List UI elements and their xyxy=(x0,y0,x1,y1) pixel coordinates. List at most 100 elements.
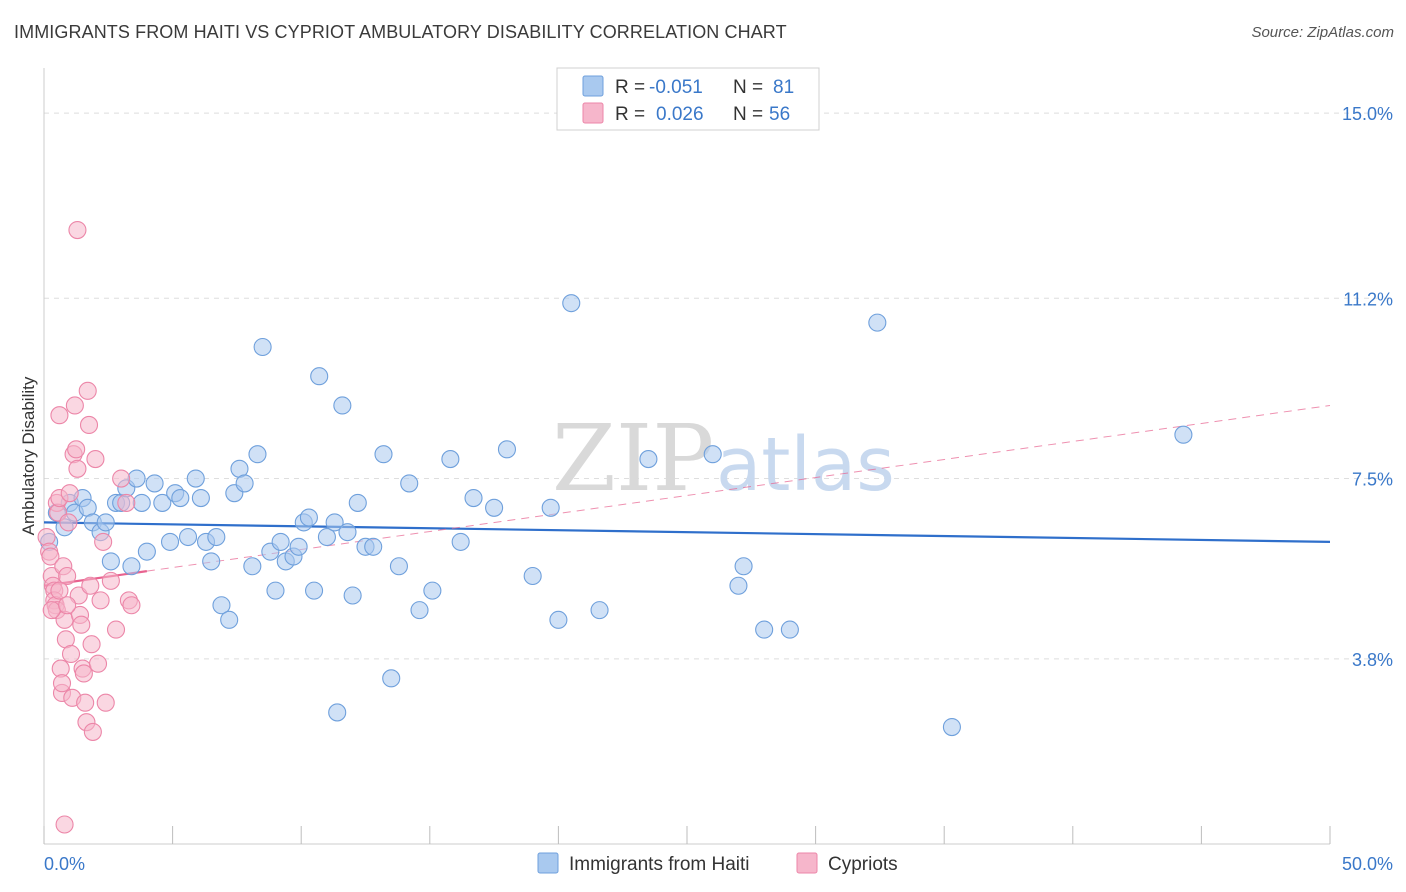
cypriot-point xyxy=(52,674,72,693)
gridlines xyxy=(44,112,1394,660)
cypriot-point xyxy=(41,547,60,566)
cypriot-point xyxy=(65,396,84,415)
cypriot-point xyxy=(78,381,97,400)
cypriot-point xyxy=(69,586,88,605)
haiti-point xyxy=(868,313,887,332)
haiti-point xyxy=(160,532,180,551)
trend-line-haiti xyxy=(43,521,1331,543)
cypriot-point xyxy=(76,693,95,712)
haiti-point xyxy=(497,440,517,459)
bottom-legend-swatch-haiti xyxy=(537,852,559,874)
haiti-point xyxy=(485,498,504,517)
haiti-point xyxy=(317,527,336,547)
x-tick-label: 0.0% xyxy=(44,854,85,874)
cypriot-point xyxy=(59,513,78,532)
cypriot-point xyxy=(101,571,120,590)
haiti-point xyxy=(441,450,460,469)
legend-r-label-haiti: R = xyxy=(615,77,645,98)
haiti-point xyxy=(96,513,115,532)
cypriot-point xyxy=(94,532,113,551)
haiti-point xyxy=(137,542,156,561)
haiti-point xyxy=(338,523,357,542)
cypriot-point xyxy=(96,693,115,712)
x-tick-labels: 0.0% 50.0% xyxy=(44,854,1393,874)
x-tick-label: 50.0% xyxy=(1342,854,1393,874)
cypriot-point xyxy=(55,815,74,834)
watermark-zip: ZIP xyxy=(552,405,714,512)
bottom-legend-swatch-cypriots xyxy=(796,852,818,874)
haiti-point xyxy=(253,337,272,357)
haiti-point xyxy=(639,450,658,469)
haiti-point xyxy=(325,513,344,532)
bottom-legend-label-cypriots: Cypriots xyxy=(828,854,898,875)
haiti-point xyxy=(305,581,324,600)
haiti-point xyxy=(549,610,568,629)
haiti-point xyxy=(127,469,146,488)
legend-swatch-cypriots xyxy=(582,102,604,124)
cypriot-point xyxy=(68,221,87,240)
bottom-legend: Immigrants from Haiti Cypriots xyxy=(537,852,898,875)
haiti-point xyxy=(382,669,401,688)
series-cypriots-points xyxy=(37,221,141,834)
legend-n-label-cypriots: N = xyxy=(733,104,763,125)
haiti-point xyxy=(729,576,748,595)
y-tick-label: 11.2% xyxy=(1343,289,1393,309)
cypriot-point xyxy=(82,635,101,654)
haiti-point xyxy=(202,552,221,571)
haiti-point xyxy=(464,488,483,508)
y-tick-label: 7.5% xyxy=(1352,470,1393,490)
series-haiti-points xyxy=(40,294,1193,737)
cypriot-point xyxy=(67,440,86,459)
haiti-point xyxy=(703,445,722,464)
haiti-point xyxy=(541,498,560,517)
haiti-point xyxy=(178,527,198,547)
cypriot-point xyxy=(112,469,131,488)
haiti-point xyxy=(266,581,285,600)
bottom-legend-label-haiti: Immigrants from Haiti xyxy=(569,854,750,875)
cypriot-point xyxy=(74,664,93,683)
haiti-point xyxy=(1174,425,1193,444)
legend-n-label-haiti: N = xyxy=(733,77,763,98)
cypriot-point xyxy=(72,615,91,634)
haiti-point xyxy=(410,601,429,620)
trend-line-cypriots-extension xyxy=(146,404,1331,572)
haiti-point xyxy=(101,552,120,571)
haiti-point xyxy=(562,294,581,313)
cypriot-point xyxy=(58,566,77,586)
y-tick-labels: 3.8% 7.5% 11.2% 15.0% xyxy=(1342,104,1393,670)
haiti-point xyxy=(423,581,442,600)
haiti-point xyxy=(122,557,141,576)
source-label: Source: ZipAtlas.com xyxy=(1251,24,1394,41)
haiti-point xyxy=(942,718,961,737)
legend-r-label-cypriots: R = xyxy=(615,104,645,125)
haiti-point xyxy=(400,474,419,493)
haiti-point xyxy=(333,396,352,415)
haiti-point xyxy=(271,532,290,551)
haiti-point xyxy=(171,488,190,508)
cypriot-point xyxy=(86,450,105,469)
haiti-point xyxy=(235,474,254,493)
haiti-point xyxy=(207,527,226,547)
haiti-point xyxy=(523,566,542,586)
cypriot-point xyxy=(88,654,108,673)
haiti-point xyxy=(243,557,262,576)
y-tick-label: 15.0% xyxy=(1342,104,1393,124)
cypriot-point xyxy=(61,644,81,664)
haiti-point xyxy=(186,469,205,488)
legend-n-value-haiti: 81 xyxy=(773,77,794,98)
y-axis-label: Ambulatory Disability xyxy=(19,376,38,535)
cypriot-point xyxy=(42,601,61,620)
watermark-atlas: atlas xyxy=(716,422,895,508)
legend-r-value-cypriots: 0.026 xyxy=(656,104,704,125)
cypriot-point xyxy=(58,596,77,615)
cypriot-point xyxy=(50,406,69,425)
haiti-point xyxy=(310,367,329,386)
cypriot-point xyxy=(50,581,69,600)
haiti-point xyxy=(755,620,774,639)
axes xyxy=(43,68,1331,845)
haiti-point xyxy=(289,537,308,556)
haiti-point xyxy=(299,508,318,527)
haiti-point xyxy=(590,601,609,620)
chart-title: IMMIGRANTS FROM HAITI VS CYPRIOT AMBULAT… xyxy=(14,22,787,42)
